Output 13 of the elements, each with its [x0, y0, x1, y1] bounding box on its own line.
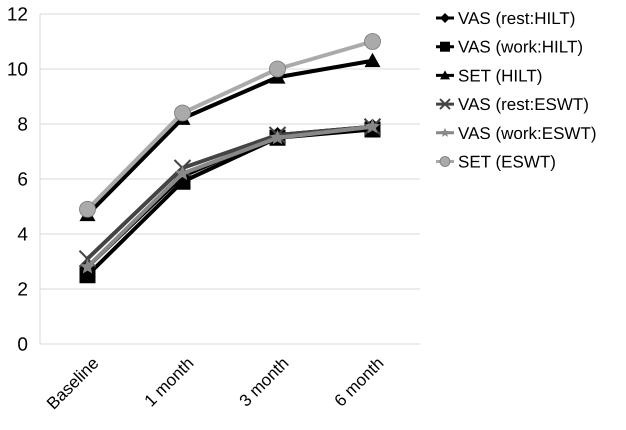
y-tick-label: 2 — [17, 280, 28, 301]
y-tick-label: 8 — [17, 114, 28, 136]
legend-label: VAS (work:ESWT) — [458, 124, 597, 143]
y-tick-label: 10 — [6, 60, 28, 81]
legend-label: SET (ESWT) — [458, 152, 556, 172]
y-tick-label: 4 — [17, 224, 28, 246]
legend-label: SET (HILT) — [458, 66, 542, 86]
legend-label: VAS (rest:HILT) — [458, 8, 576, 28]
legend-label: VAS (rest:ESWT) — [458, 95, 589, 114]
legend-label: VAS (work:HILT) — [458, 38, 583, 57]
y-tick-label: 6 — [17, 170, 28, 191]
y-tick-label: 12 — [6, 4, 28, 26]
y-tick-label: 0 — [17, 334, 28, 356]
